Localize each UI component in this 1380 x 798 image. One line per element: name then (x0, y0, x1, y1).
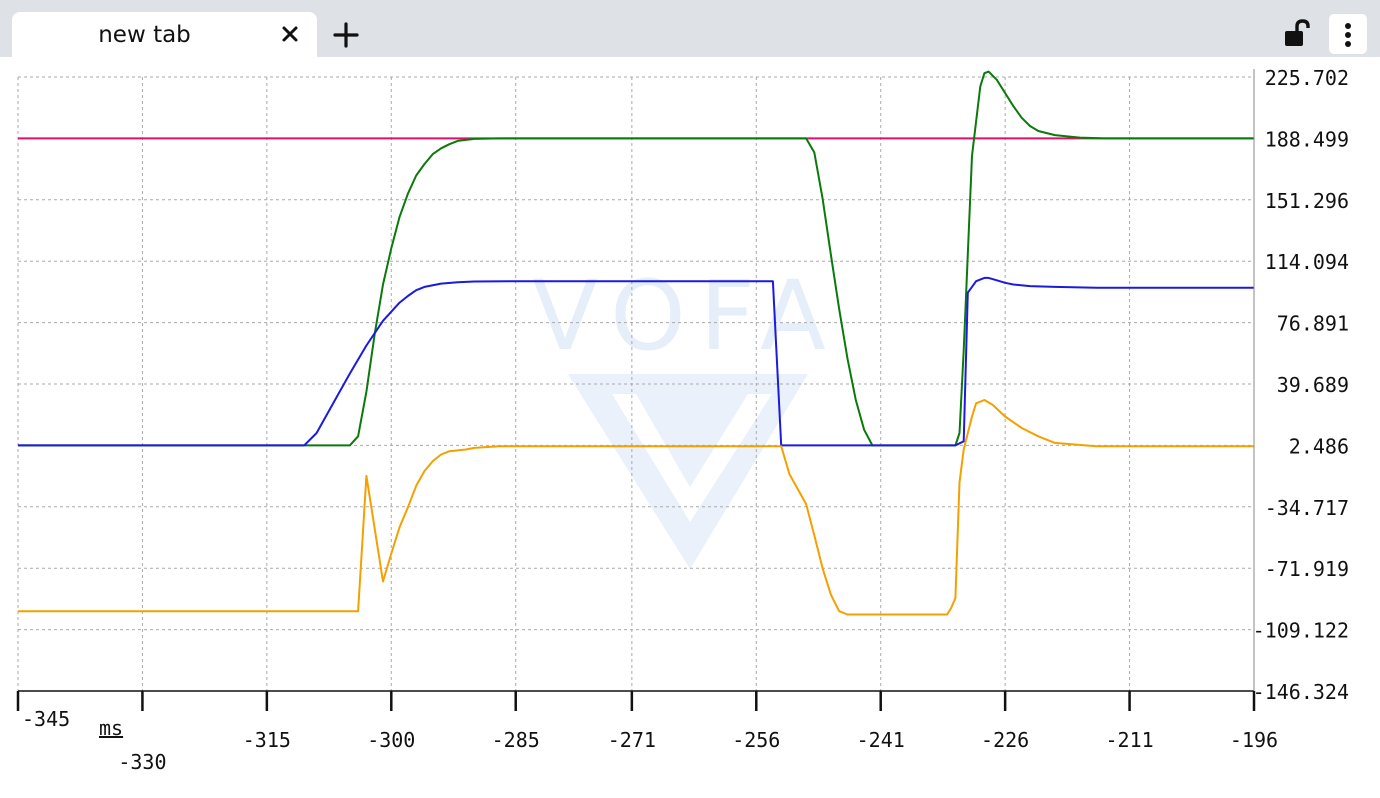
x-tick-label: -196 (1230, 728, 1278, 752)
series-line-4 (18, 399, 1254, 616)
x-tick-label: -300 (367, 728, 415, 752)
y-tick-label: 188.499 (1265, 127, 1349, 151)
watermark-text: VOFA (532, 260, 840, 372)
y-tick-label: 151.296 (1265, 189, 1349, 213)
tab-strip: new tab (0, 0, 1380, 57)
x-tick-label: -226 (981, 728, 1029, 752)
x-tick-labels: -345 -330 -315 -300 -285 -271 -256 -241 -226 -211… (22, 707, 1278, 774)
y-tick-label: -109.122 (1253, 619, 1349, 643)
vofa-watermark: VOFA (532, 260, 840, 569)
y-tick-labels: 225.702 188.499 151.296 114.094 76.891 39.689… (1253, 66, 1349, 704)
vertical-ellipsis-icon[interactable] (1329, 14, 1367, 54)
x-tick-label: -345 (22, 707, 70, 731)
y-tick-label: -71.919 (1265, 557, 1349, 581)
chart-grid (17, 76, 1255, 692)
browser-tab[interactable]: new tab (12, 12, 317, 57)
chart-axes (16, 69, 1256, 711)
chart-series-group (18, 70, 1254, 616)
series-line-3 (18, 276, 1254, 447)
y-tick-label: 114.094 (1265, 250, 1349, 274)
y-tick-label: -146.324 (1253, 680, 1349, 704)
y-tick-label: 76.891 (1277, 312, 1349, 336)
unlocked-padlock-icon[interactable] (1282, 18, 1312, 50)
x-tick-label: -271 (608, 728, 656, 752)
tab-title: new tab (98, 22, 191, 48)
close-icon[interactable] (277, 21, 303, 47)
y-tick-label: 39.689 (1277, 373, 1349, 397)
chart-plot: VOFA 225.702 188.499 151.296 114.094 76.891 3… (16, 66, 1349, 774)
y-tick-label: 2.486 (1289, 434, 1349, 458)
x-tick-label: -241 (857, 728, 905, 752)
series-line-2 (18, 70, 1254, 447)
x-tick-label: -330 (118, 750, 166, 774)
x-tick-label: -211 (1105, 728, 1153, 752)
x-tick-label: -285 (492, 728, 540, 752)
x-tick-label: -315 (243, 728, 291, 752)
x-tick-label: -256 (732, 728, 780, 752)
y-tick-label: -34.717 (1265, 496, 1349, 520)
x-axis-unit-label: ms (99, 716, 123, 740)
plus-icon[interactable] (330, 20, 362, 52)
y-tick-label: 225.702 (1265, 66, 1349, 90)
